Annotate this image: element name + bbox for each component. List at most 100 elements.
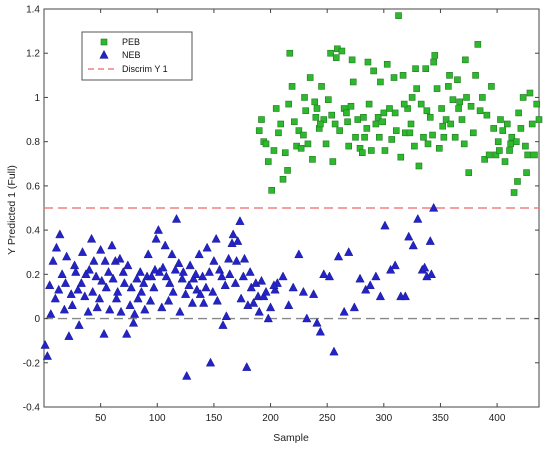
peb-point — [446, 72, 453, 79]
peb-point — [272, 105, 280, 112]
x-axis-ticks: 50 100 150 200 250 300 350 400 — [95, 9, 506, 424]
neb-point — [224, 253, 234, 263]
neb-point — [349, 302, 359, 312]
neb-point — [400, 291, 410, 301]
peb-point — [322, 140, 330, 148]
neb-point — [128, 317, 139, 327]
peb-point — [420, 133, 427, 141]
peb-point — [451, 133, 459, 141]
legend-neb-label: NEB — [122, 50, 141, 60]
peb-point — [345, 142, 353, 150]
x-axis-label: Sample — [273, 432, 309, 444]
peb-point — [268, 187, 275, 194]
neb-point — [103, 266, 114, 276]
peb-point — [363, 125, 371, 132]
neb-point — [217, 271, 227, 281]
peb-point — [317, 120, 324, 128]
y-tick-label: 0 — [34, 314, 40, 325]
peb-point — [325, 96, 332, 103]
neb-point — [171, 213, 182, 223]
neb-point — [225, 269, 235, 278]
peb-point — [344, 118, 351, 126]
peb-point — [494, 138, 502, 145]
neb-point — [45, 280, 55, 290]
peb-point — [400, 100, 408, 108]
peb-point — [535, 116, 543, 123]
neb-point — [119, 278, 130, 287]
neb-point — [199, 297, 209, 307]
neb-point — [133, 293, 143, 303]
neb-point — [261, 286, 271, 296]
neb-point — [329, 346, 339, 356]
neb-point — [319, 269, 329, 278]
neb-point — [88, 286, 98, 296]
legend-peb-label: PEB — [122, 37, 140, 47]
neb-point — [84, 264, 94, 274]
neb-point — [426, 269, 437, 278]
neb-point — [202, 242, 212, 252]
neb-point — [235, 216, 245, 225]
neb-point — [209, 255, 219, 265]
neb-point — [253, 291, 263, 301]
neb-point — [182, 370, 192, 380]
peb-point — [436, 145, 443, 152]
peb-point — [383, 60, 391, 68]
peb-point — [513, 138, 520, 145]
peb-point — [295, 127, 303, 134]
peb-point — [415, 162, 423, 170]
peb-point — [386, 105, 393, 112]
y-tick-label: 0.8 — [26, 137, 40, 148]
peb-point — [277, 120, 285, 128]
peb-point — [476, 107, 484, 115]
peb-point — [497, 116, 504, 123]
neb-point — [145, 295, 156, 305]
peb-point — [284, 167, 291, 174]
y-tick-label: 0.2 — [26, 270, 40, 281]
neb-point — [105, 304, 115, 314]
y-tick-label: 1.4 — [26, 5, 40, 16]
neb-point — [269, 280, 279, 290]
peb-point — [433, 85, 441, 92]
peb-point — [523, 169, 530, 176]
neb-point — [245, 266, 255, 276]
peb-point — [379, 118, 386, 126]
neb-point — [233, 236, 243, 245]
peb-point — [270, 147, 278, 154]
legend-box — [81, 31, 193, 81]
peb-point — [388, 136, 396, 143]
peb-point — [490, 125, 497, 132]
neb-point — [242, 362, 252, 371]
neb-point — [288, 282, 298, 292]
neb-point — [54, 284, 64, 294]
neb-point — [51, 242, 62, 252]
neb-point — [40, 339, 50, 349]
neb-point — [107, 240, 117, 250]
peb-point — [364, 58, 372, 66]
peb-point — [496, 147, 503, 154]
legend-peb-marker — [100, 38, 108, 46]
neb-point — [64, 331, 74, 340]
peb-point — [488, 83, 495, 90]
neb-point — [57, 269, 67, 278]
y-tick-label: -0.4 — [23, 403, 41, 414]
peb-point — [447, 120, 454, 128]
peb-point — [300, 131, 307, 139]
legend-discrim-y-1-label: Discrim Y 1 — [122, 64, 168, 74]
peb-point — [508, 133, 516, 141]
peb-point — [470, 129, 477, 137]
neb-point — [278, 271, 288, 281]
peb-point — [285, 100, 292, 108]
peb-point — [424, 140, 432, 148]
peb-point — [407, 120, 415, 128]
peb-point — [481, 156, 488, 163]
peb-point — [288, 83, 296, 90]
peb-point — [327, 49, 334, 57]
neb-point — [344, 247, 354, 256]
neb-point — [100, 255, 110, 265]
peb-point — [460, 140, 468, 148]
y-tick-label: 1.2 — [26, 49, 40, 60]
neb-point — [80, 291, 90, 301]
peb-point — [318, 83, 325, 90]
peb-point — [377, 78, 384, 86]
peb-point — [255, 127, 263, 134]
